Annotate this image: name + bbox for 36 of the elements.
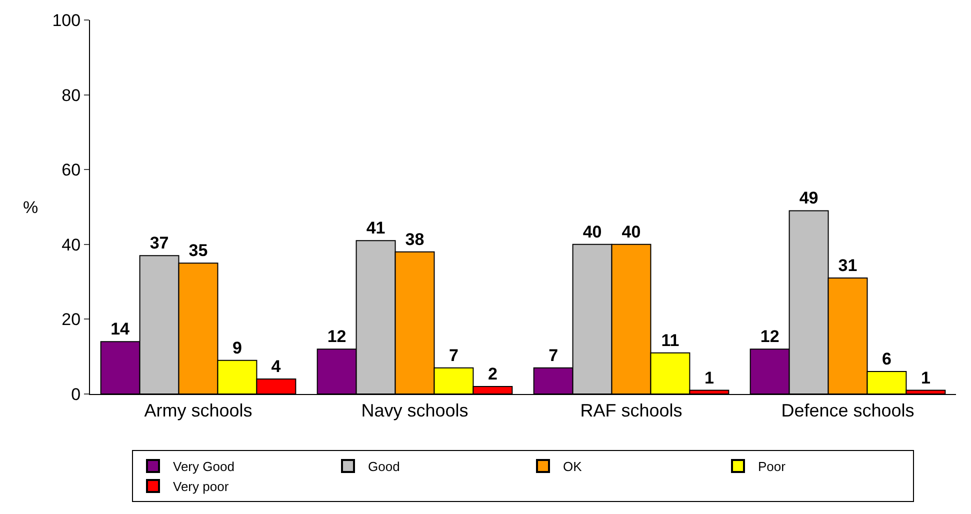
y-tick-label: 0 xyxy=(71,384,81,404)
x-tick-label: RAF schools xyxy=(580,400,682,421)
y-tick-label: 80 xyxy=(62,86,81,105)
data-label: 40 xyxy=(622,222,641,242)
data-label: 11 xyxy=(661,330,680,350)
data-label: 2 xyxy=(488,364,498,384)
x-tick-label: Army schools xyxy=(144,400,252,421)
y-tick-label: 60 xyxy=(62,160,81,180)
y-tick-label: 100 xyxy=(52,10,81,30)
legend-label: Good xyxy=(368,459,400,474)
x-tick-label: Defence schools xyxy=(781,400,914,421)
legend-label: Very Good xyxy=(173,459,234,474)
data-label: 38 xyxy=(405,230,424,249)
legend-label: Poor xyxy=(758,459,786,474)
data-label: 1 xyxy=(704,368,714,388)
y-tick-label: 40 xyxy=(62,235,81,254)
data-label: 12 xyxy=(327,327,346,346)
data-label: 7 xyxy=(448,346,458,365)
data-label: 6 xyxy=(882,350,892,369)
data-label: 4 xyxy=(271,357,282,376)
legend-label: OK xyxy=(563,459,582,474)
data-label: 37 xyxy=(150,234,169,253)
data-label: 14 xyxy=(110,320,130,339)
y-axis-title: % xyxy=(23,198,38,217)
data-label: 7 xyxy=(548,346,558,365)
data-label: 9 xyxy=(232,338,242,358)
data-label: 41 xyxy=(366,218,386,238)
data-label: 12 xyxy=(760,327,780,346)
data-label: 1 xyxy=(920,368,930,388)
data-label: 49 xyxy=(799,188,818,208)
data-label: 31 xyxy=(838,256,858,276)
y-tick-label: 20 xyxy=(62,310,81,330)
x-tick-label: Navy schools xyxy=(361,400,468,421)
data-label: 40 xyxy=(582,222,602,242)
legend-label: Very poor xyxy=(173,479,230,494)
data-label: 35 xyxy=(188,241,208,260)
